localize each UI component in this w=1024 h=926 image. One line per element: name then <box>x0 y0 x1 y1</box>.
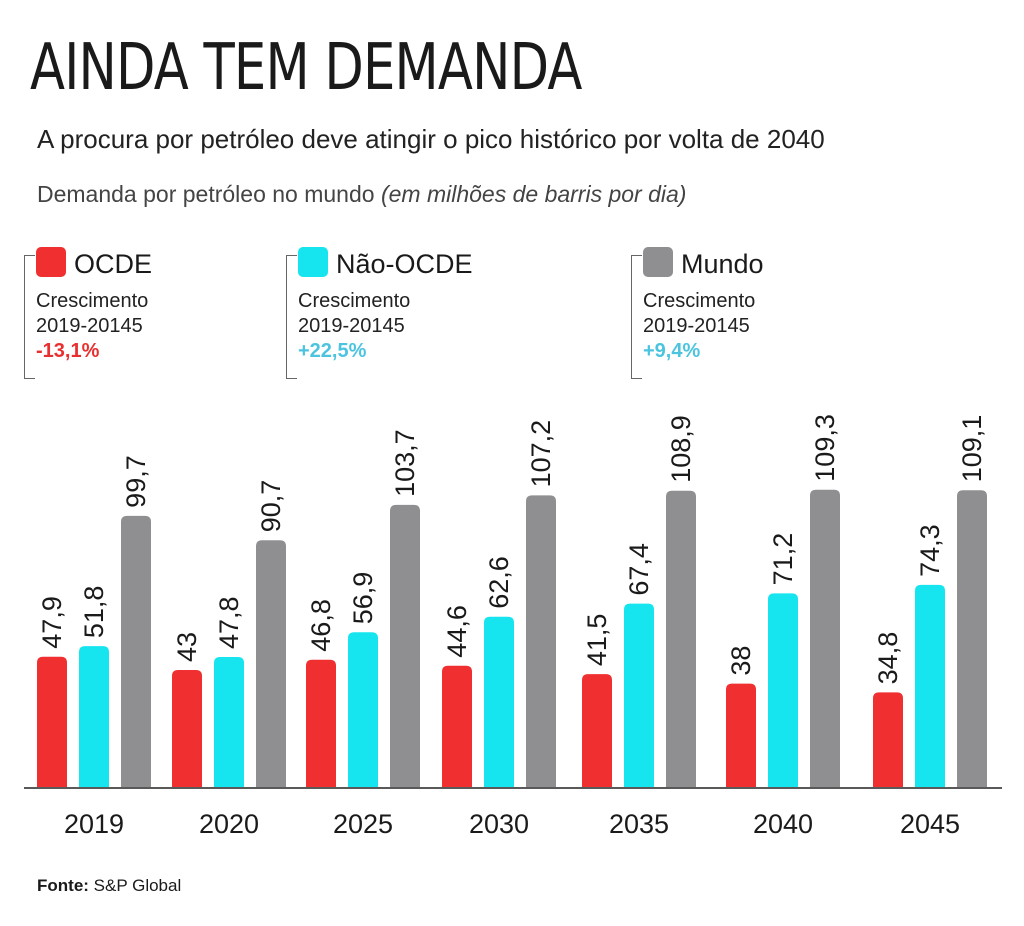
legend-growth-label: Crescimento <box>643 290 756 312</box>
legend-period: 2019-20145 <box>298 315 405 337</box>
legend-swatch-mundo <box>643 247 673 277</box>
data-label: 38 <box>726 646 756 676</box>
legend-item-nao-ocde: Não-OCDE Crescimento 2019-20145 +22,5% <box>286 245 528 379</box>
bar-ocde-2040 <box>726 683 756 787</box>
data-label: 103,7 <box>390 429 420 497</box>
legend-period: 2019-20145 <box>36 315 143 337</box>
bar-ocde-2045 <box>873 692 903 787</box>
source-note: Fonte: S&P Global <box>37 876 181 896</box>
data-label: 44,6 <box>442 605 472 658</box>
data-label: 62,6 <box>484 556 514 609</box>
data-label: 46,8 <box>306 599 336 652</box>
source-label: Fonte: <box>37 876 89 895</box>
measure-caption: Demanda por petróleo no mundo (em milhõe… <box>37 181 686 208</box>
legend-item-mundo: Mundo Crescimento 2019-20145 +9,4% <box>631 245 873 379</box>
data-label: 56,9 <box>348 572 378 625</box>
data-label: 108,9 <box>666 415 696 483</box>
bar-mundo-2030 <box>526 495 556 787</box>
measure-label: Demanda por petróleo no mundo <box>37 181 375 207</box>
subtitle: A procura por petróleo deve atingir o pi… <box>37 124 825 154</box>
x-tick-label: 2045 <box>900 809 960 839</box>
legend-change: -13,1% <box>36 340 100 362</box>
x-tick-label: 2019 <box>64 809 124 839</box>
bar-n-o-ocde-2019 <box>79 646 109 787</box>
bar-n-o-ocde-2030 <box>484 616 514 787</box>
data-label: 74,3 <box>915 524 945 577</box>
bar-ocde-2030 <box>442 665 472 787</box>
legend-item-ocde: OCDE Crescimento 2019-20145 -13,1% <box>24 245 266 379</box>
data-label: 109,3 <box>810 414 840 482</box>
data-label: 99,7 <box>121 455 151 508</box>
legend-change: +9,4% <box>643 340 701 362</box>
bar-n-o-ocde-2035 <box>624 603 654 787</box>
data-label: 90,7 <box>256 480 286 533</box>
bar-mundo-2040 <box>810 489 840 787</box>
x-tick-label: 2030 <box>469 809 529 839</box>
legend-name: Mundo <box>681 249 764 279</box>
x-tick-label: 2035 <box>609 809 669 839</box>
data-label: 41,5 <box>582 614 612 667</box>
data-label: 47,8 <box>214 596 244 649</box>
bar-ocde-2025 <box>306 659 336 787</box>
bar-n-o-ocde-2045 <box>915 584 945 787</box>
bar-mundo-2035 <box>666 490 696 787</box>
page-title: AINDA TEM DEMANDA <box>30 31 582 105</box>
legend-change: +22,5% <box>298 340 367 362</box>
source-value: S&P Global <box>93 876 182 895</box>
legend-growth-label: Crescimento <box>36 290 149 312</box>
legend-swatch-nao-ocde <box>298 247 328 277</box>
bar-mundo-2045 <box>957 490 987 787</box>
bar-mundo-2025 <box>390 504 420 787</box>
measure-unit: (em milhões de barris por dia) <box>380 181 687 207</box>
x-tick-label: 2025 <box>333 809 393 839</box>
data-label: 43 <box>172 632 202 662</box>
legend-period: 2019-20145 <box>643 315 750 337</box>
bar-ocde-2019 <box>37 656 67 787</box>
data-label: 71,2 <box>768 533 798 586</box>
data-label: 34,8 <box>873 632 903 685</box>
data-label: 109,1 <box>957 415 987 483</box>
legend-name: Não-OCDE <box>336 249 473 279</box>
legend-swatch-ocde <box>36 247 66 277</box>
bar-n-o-ocde-2020 <box>214 656 244 787</box>
bar-ocde-2035 <box>582 674 612 787</box>
legend-name: OCDE <box>74 249 153 279</box>
x-tick-label: 2040 <box>753 809 813 839</box>
legend-bracket <box>286 255 297 379</box>
legend-bracket <box>631 255 642 379</box>
legend-bracket <box>24 255 35 379</box>
legend-growth-label: Crescimento <box>298 290 411 312</box>
data-label: 67,4 <box>624 543 654 596</box>
bar-mundo-2020 <box>256 540 286 787</box>
bar-ocde-2020 <box>172 670 202 787</box>
data-label: 47,9 <box>37 596 67 649</box>
data-label: 107,2 <box>526 420 556 488</box>
x-tick-label: 2020 <box>199 809 259 839</box>
data-label: 51,8 <box>79 586 109 639</box>
bar-n-o-ocde-2040 <box>768 593 798 787</box>
bar-mundo-2019 <box>121 515 151 787</box>
bar-n-o-ocde-2025 <box>348 632 378 787</box>
